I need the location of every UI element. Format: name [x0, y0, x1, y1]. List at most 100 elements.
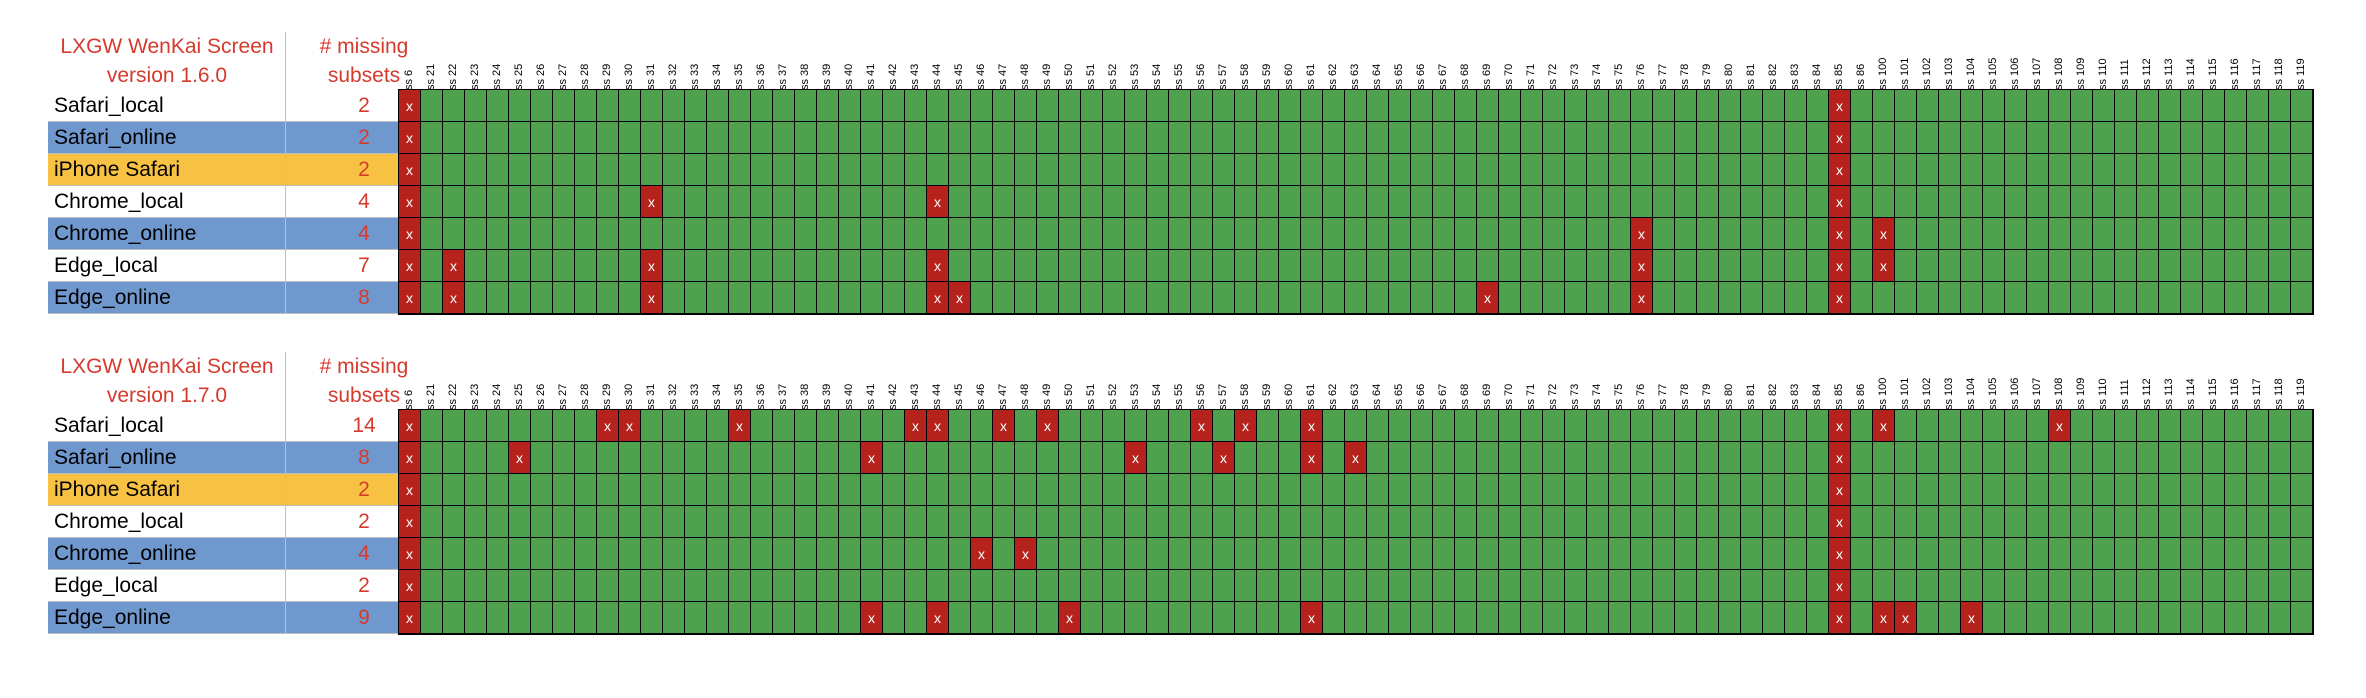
ok-cell [2269, 570, 2291, 602]
ok-cell [619, 282, 641, 314]
ok-cell [1939, 602, 1961, 634]
ok-cell [1455, 90, 1477, 122]
ok-cell [1983, 538, 2005, 570]
ok-cell [443, 218, 465, 250]
row-divider [48, 153, 442, 154]
ok-cell [949, 410, 971, 442]
ok-cell [641, 506, 663, 538]
ok-cell [2291, 218, 2313, 250]
ok-cell [1279, 250, 1301, 282]
missing-count-header: # missing subsets [286, 32, 442, 90]
ok-cell [1851, 122, 1873, 154]
ok-cell [1587, 218, 1609, 250]
ok-cell [2159, 538, 2181, 570]
ok-cell [707, 570, 729, 602]
ok-cell [1587, 282, 1609, 314]
ok-cell [597, 474, 619, 506]
ok-cell [1807, 250, 1829, 282]
ok-cell [861, 218, 883, 250]
ok-cell [1763, 154, 1785, 186]
ok-cell [2005, 122, 2027, 154]
ok-cell [487, 90, 509, 122]
ok-cell [619, 442, 641, 474]
ok-cell [905, 442, 927, 474]
ok-cell [1191, 122, 1213, 154]
missing-cell: x [1191, 410, 1213, 442]
ok-cell [575, 154, 597, 186]
missing-cell: x [1213, 442, 1235, 474]
column-label: ss 69 [1481, 63, 1493, 90]
table-row: Chrome_local 4 [48, 186, 442, 218]
ok-cell [2225, 474, 2247, 506]
ok-cell [1719, 474, 1741, 506]
column-label: ss 85 [1833, 63, 1845, 90]
ok-cell [1939, 442, 1961, 474]
ok-cell [619, 154, 641, 186]
row-browser-name: Chrome_online [48, 218, 285, 250]
ok-cell [663, 410, 685, 442]
ok-cell [1389, 570, 1411, 602]
column-label: ss 27 [557, 383, 569, 410]
ok-cell [1301, 506, 1323, 538]
ok-cell [1037, 250, 1059, 282]
ok-cell [1631, 570, 1653, 602]
ok-cell [1367, 218, 1389, 250]
ok-cell [685, 186, 707, 218]
ok-cell [1345, 154, 1367, 186]
ok-cell [2291, 506, 2313, 538]
ok-cell [1565, 154, 1587, 186]
ok-cell [1059, 442, 1081, 474]
ok-cell [1455, 154, 1477, 186]
ok-cell [1411, 186, 1433, 218]
column-label: ss 22 [447, 63, 459, 90]
ok-cell [2225, 602, 2247, 634]
ok-cell [1015, 506, 1037, 538]
ok-cell [487, 602, 509, 634]
missing-cell: x [1829, 122, 1851, 154]
ok-cell [575, 186, 597, 218]
ok-cell [1873, 506, 1895, 538]
ok-cell [1961, 506, 1983, 538]
ok-cell [751, 570, 773, 602]
ok-cell [1851, 602, 1873, 634]
column-label: ss 30 [623, 383, 635, 410]
ok-cell [1367, 154, 1389, 186]
ok-cell [2005, 218, 2027, 250]
column-label: ss 75 [1613, 63, 1625, 90]
ok-cell [1499, 250, 1521, 282]
ok-cell [2137, 474, 2159, 506]
ok-cell [1719, 602, 1741, 634]
row-divider [48, 441, 442, 442]
ok-cell [1763, 410, 1785, 442]
ok-cell [1081, 282, 1103, 314]
ok-cell [1983, 410, 2005, 442]
ok-cell [1345, 474, 1367, 506]
missing-cell: x [1301, 410, 1323, 442]
column-label: ss 102 [1921, 377, 1933, 410]
ok-cell [729, 90, 751, 122]
column-label: ss 41 [865, 63, 877, 90]
ok-cell [2027, 442, 2049, 474]
ok-cell [1543, 154, 1565, 186]
missing-cell: x [399, 602, 421, 634]
ok-cell [1939, 474, 1961, 506]
ok-cell [1323, 410, 1345, 442]
column-label: ss 37 [777, 383, 789, 410]
ok-cell [1411, 90, 1433, 122]
ok-cell [1477, 250, 1499, 282]
ok-cell [2159, 218, 2181, 250]
ok-cell [2115, 154, 2137, 186]
ok-cell [1455, 570, 1477, 602]
column-label: ss 71 [1525, 63, 1537, 90]
title-line-2: version 1.7.0 [106, 384, 228, 407]
ok-cell [1213, 186, 1235, 218]
ok-cell [1631, 602, 1653, 634]
ok-cell [2181, 570, 2203, 602]
ok-cell [1917, 410, 1939, 442]
ok-cell [1873, 282, 1895, 314]
ok-cell [1983, 90, 2005, 122]
ok-cell [839, 506, 861, 538]
ok-cell [2071, 602, 2093, 634]
ok-cell [1257, 570, 1279, 602]
ok-cell [1521, 442, 1543, 474]
